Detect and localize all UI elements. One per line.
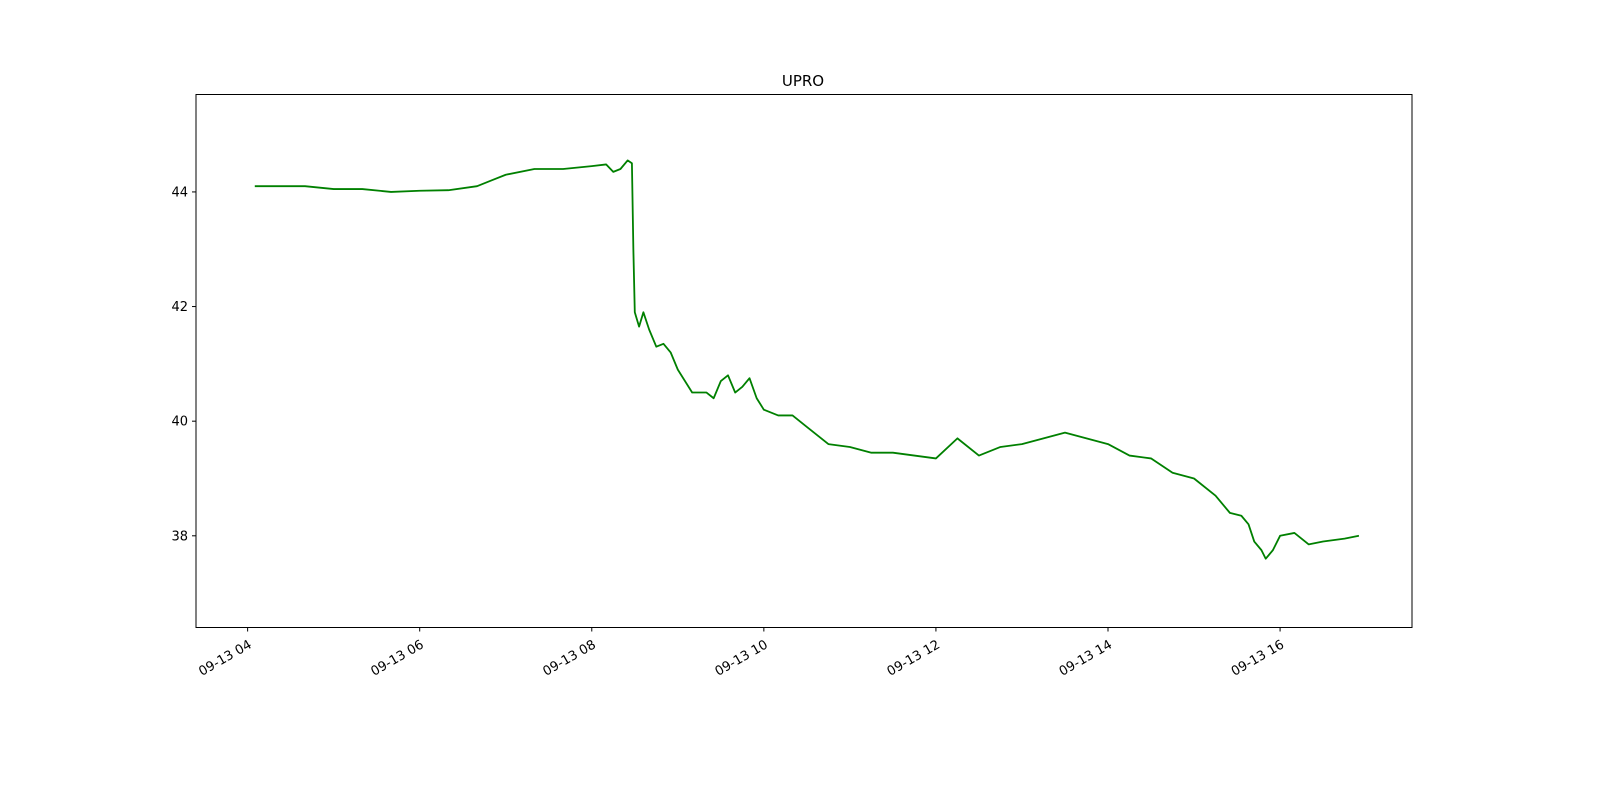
plot-area	[254, 159, 1360, 560]
y-tick-label: 44	[171, 185, 188, 200]
y-tick-label: 38	[171, 529, 188, 544]
axes-frame	[195, 94, 1413, 628]
y-tick-label: 42	[171, 300, 188, 315]
y-axis: 38 40 42 44	[171, 185, 196, 544]
chart-title: UPRO	[782, 72, 824, 90]
series-line	[254, 159, 1360, 560]
y-tick-label: 40	[171, 415, 188, 430]
